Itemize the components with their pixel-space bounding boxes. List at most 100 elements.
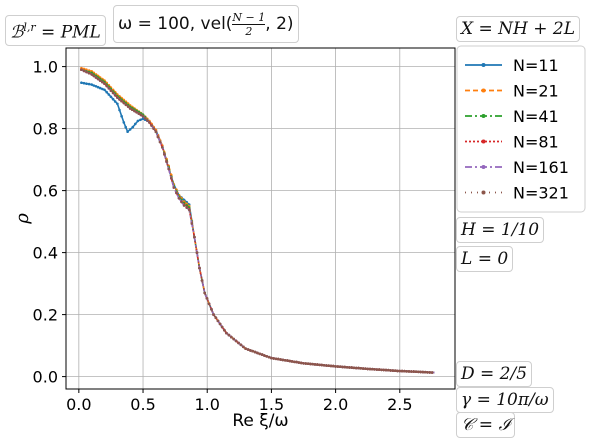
data-point <box>274 357 278 361</box>
legend-marker <box>481 114 486 118</box>
data-point <box>82 81 86 85</box>
data-point <box>357 366 360 370</box>
data-point <box>92 84 96 87</box>
data-point <box>277 357 280 361</box>
data-point <box>185 206 188 209</box>
y-axis-label: ρ <box>12 213 33 225</box>
x-tick-label: 0.0 <box>66 395 91 414</box>
data-point <box>260 353 264 356</box>
data-point <box>80 68 83 71</box>
data-point <box>175 191 178 195</box>
data-point <box>297 361 301 364</box>
data-point <box>377 368 381 371</box>
data-point <box>400 369 404 373</box>
data-point <box>239 343 243 347</box>
data-point <box>122 101 126 105</box>
data-point <box>203 291 206 295</box>
data-point <box>384 368 388 372</box>
legend-frame <box>456 45 586 213</box>
data-point <box>87 82 91 86</box>
legend-marker <box>481 165 486 169</box>
data-point <box>128 107 132 110</box>
data-point <box>131 125 135 129</box>
fraction-numerator: N − 1 <box>232 10 266 25</box>
data-point <box>120 99 123 103</box>
omega-tail: , 2) <box>265 14 294 34</box>
data-point <box>103 88 106 92</box>
series-line <box>81 68 435 374</box>
data-point <box>414 370 418 374</box>
data-point <box>290 360 294 363</box>
data-point <box>387 368 390 372</box>
data-point <box>380 368 383 372</box>
data-point <box>405 370 409 373</box>
data-point <box>212 313 215 316</box>
data-point <box>341 365 344 369</box>
data-point <box>94 76 98 79</box>
boundary-condition-box: ℬl,r = PML <box>5 15 106 46</box>
data-point <box>180 200 183 204</box>
data-point <box>193 235 196 239</box>
data-point <box>366 367 370 371</box>
legend-label: N=41 <box>513 107 559 126</box>
data-point <box>361 367 365 370</box>
data-point <box>98 86 102 90</box>
y-tick-label: 0.0 <box>33 368 58 387</box>
d-value: D = 2/5 <box>461 364 528 384</box>
data-point <box>288 359 292 363</box>
data-point <box>318 363 321 367</box>
data-point <box>156 135 160 139</box>
x-axis-label: Re ξ/ω <box>232 411 288 431</box>
data-point <box>322 364 326 367</box>
data-point <box>334 365 337 368</box>
data-point <box>270 356 273 360</box>
data-point <box>137 112 141 115</box>
data-point <box>426 371 429 374</box>
series-line <box>81 68 435 374</box>
series-line <box>81 68 435 374</box>
bc-superscript: l,r <box>23 21 36 34</box>
data-point <box>116 96 119 99</box>
data-point <box>306 362 310 366</box>
data-point <box>373 368 376 371</box>
data-point <box>103 82 106 85</box>
ticks: 0.0 0.5 1.0 1.5 2.0 2.5 0.0 0.2 0.4 0.6 0.8 1.0 <box>33 58 413 414</box>
data-point <box>150 124 153 127</box>
data-point <box>359 367 363 370</box>
data-point <box>332 364 335 368</box>
data-point <box>85 82 88 85</box>
data-point <box>316 363 319 366</box>
data-point <box>107 87 111 90</box>
data-point <box>141 117 145 120</box>
series-n-81 <box>80 68 435 374</box>
data-point <box>136 119 140 123</box>
data-point <box>371 367 374 371</box>
data-point <box>348 366 351 369</box>
data-point <box>207 302 211 306</box>
data-point <box>421 370 425 374</box>
data-point <box>343 365 347 369</box>
data-point <box>87 71 91 75</box>
y-tick-label: 0.4 <box>33 244 58 263</box>
x-tick-label: 1.0 <box>194 395 219 414</box>
data-point <box>281 358 285 362</box>
data-point <box>428 371 432 374</box>
legend-marker <box>481 139 486 144</box>
data-point <box>345 366 349 369</box>
data-point <box>336 365 340 368</box>
series-line <box>81 67 435 374</box>
data-point <box>90 73 93 76</box>
data-point <box>309 362 312 366</box>
data-point <box>304 362 308 365</box>
gamma-value: γ = 10π/ω <box>461 390 549 410</box>
data-point <box>143 117 147 120</box>
data-point <box>122 121 126 124</box>
data-point <box>225 331 228 335</box>
data-point <box>82 69 86 73</box>
data-point <box>80 81 83 84</box>
legend-marker <box>481 88 486 93</box>
x-tick-label: 2.5 <box>387 395 412 414</box>
l-box: L = 0 <box>456 246 514 272</box>
